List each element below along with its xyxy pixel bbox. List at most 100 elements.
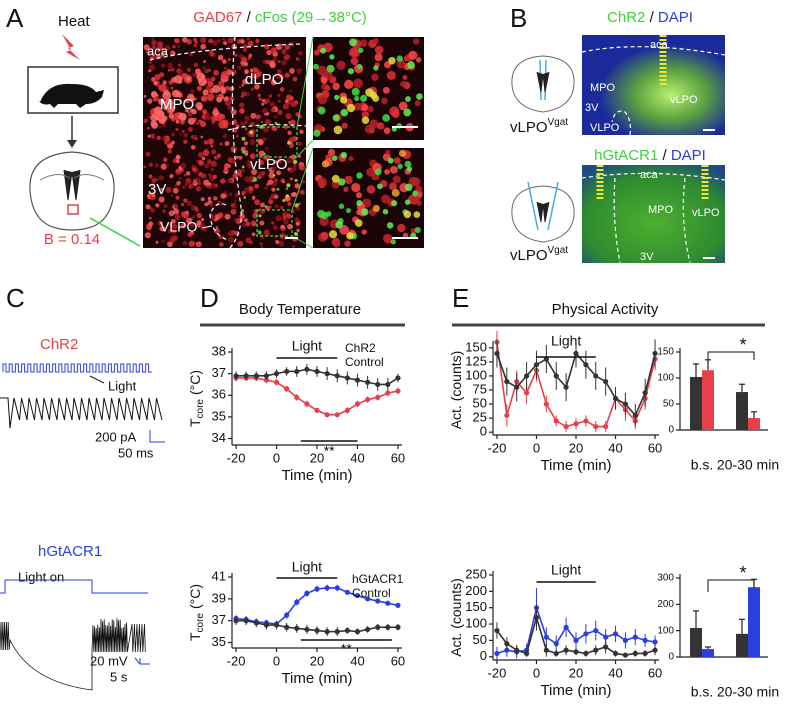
x-tick-label: 20-30 min <box>717 684 779 700</box>
cell <box>224 141 230 146</box>
cell <box>236 135 239 138</box>
data-point <box>603 644 609 650</box>
cell <box>317 94 327 105</box>
cell <box>186 39 192 45</box>
cell <box>374 53 383 62</box>
cell <box>200 217 205 222</box>
cell <box>212 174 217 179</box>
data-point <box>583 631 589 637</box>
data-point <box>514 384 520 390</box>
cell <box>373 65 379 71</box>
scale-label: 200 pA <box>95 429 137 444</box>
cell <box>156 54 161 59</box>
cell <box>203 140 209 145</box>
data-point <box>314 407 320 413</box>
y-tick-label: 100 <box>465 367 487 382</box>
cell <box>238 173 243 178</box>
cell <box>334 94 340 100</box>
data-point <box>284 386 290 392</box>
cell <box>361 229 367 235</box>
cell <box>230 146 237 153</box>
cell <box>208 38 213 44</box>
data-point <box>324 629 330 635</box>
cell <box>171 132 175 137</box>
cell <box>344 240 351 247</box>
y-tick-label: 150 <box>465 599 487 614</box>
x-tick-label: 40 <box>350 450 364 465</box>
y-tick-label: 37 <box>212 365 226 380</box>
cell <box>219 142 223 146</box>
cell <box>281 59 287 66</box>
cell <box>212 109 219 116</box>
cell <box>167 105 176 113</box>
y-tick-label: 41 <box>212 568 226 583</box>
cell <box>383 127 391 135</box>
cell <box>382 208 389 215</box>
cell <box>160 54 164 58</box>
y-tick-label: 38 <box>212 343 226 358</box>
cell <box>276 187 280 191</box>
cell <box>387 157 394 164</box>
significance-bracket <box>707 579 755 592</box>
cell <box>384 169 390 175</box>
data-point <box>294 394 300 401</box>
cell <box>286 157 293 164</box>
cell <box>285 113 292 120</box>
data-point <box>632 650 638 657</box>
cell <box>158 125 162 129</box>
cell <box>258 150 265 157</box>
cell <box>240 121 246 127</box>
data-point <box>593 627 599 634</box>
cell <box>349 38 358 47</box>
cell <box>145 151 151 157</box>
cell <box>232 127 238 133</box>
trace <box>0 618 146 691</box>
cell <box>183 173 187 177</box>
cell <box>282 103 289 110</box>
annotation: ** <box>324 443 335 459</box>
panel-title: ChR2 / DAPI <box>607 9 693 26</box>
region-label: aca <box>650 39 669 51</box>
data-point <box>273 379 280 385</box>
data-point <box>494 650 500 657</box>
cell <box>172 45 176 49</box>
cell <box>405 96 411 102</box>
trace-title: hGtACR1 <box>38 543 102 560</box>
cell <box>219 85 226 92</box>
cell <box>286 213 292 219</box>
y-tick-label: 0 <box>480 648 487 663</box>
cell <box>222 59 227 64</box>
cell <box>169 237 176 243</box>
cell <box>221 119 229 127</box>
cell <box>249 68 254 73</box>
light-pulses <box>2 363 152 373</box>
cell <box>289 177 293 181</box>
cell <box>148 221 154 227</box>
cell <box>341 122 348 129</box>
cell <box>208 68 211 72</box>
data-point <box>543 647 549 653</box>
cell <box>238 155 243 160</box>
cell <box>165 186 172 193</box>
data-point <box>652 350 658 357</box>
cell <box>357 64 363 70</box>
cell <box>270 79 277 86</box>
region-label: vLPO <box>692 207 720 219</box>
scale-bar <box>149 430 165 443</box>
cell <box>272 174 276 177</box>
cell <box>184 183 188 186</box>
cell <box>162 209 166 213</box>
cell <box>240 146 246 152</box>
data-point <box>603 634 609 640</box>
cell <box>200 95 208 102</box>
cell <box>182 185 186 190</box>
cell <box>143 118 149 124</box>
cell <box>143 165 146 169</box>
cell <box>202 149 210 157</box>
cell <box>220 178 226 184</box>
annotation: Light <box>551 562 581 578</box>
target-label: vLPOVgat <box>510 117 568 136</box>
cell <box>249 130 254 135</box>
cell <box>279 205 284 210</box>
cell <box>282 180 285 184</box>
